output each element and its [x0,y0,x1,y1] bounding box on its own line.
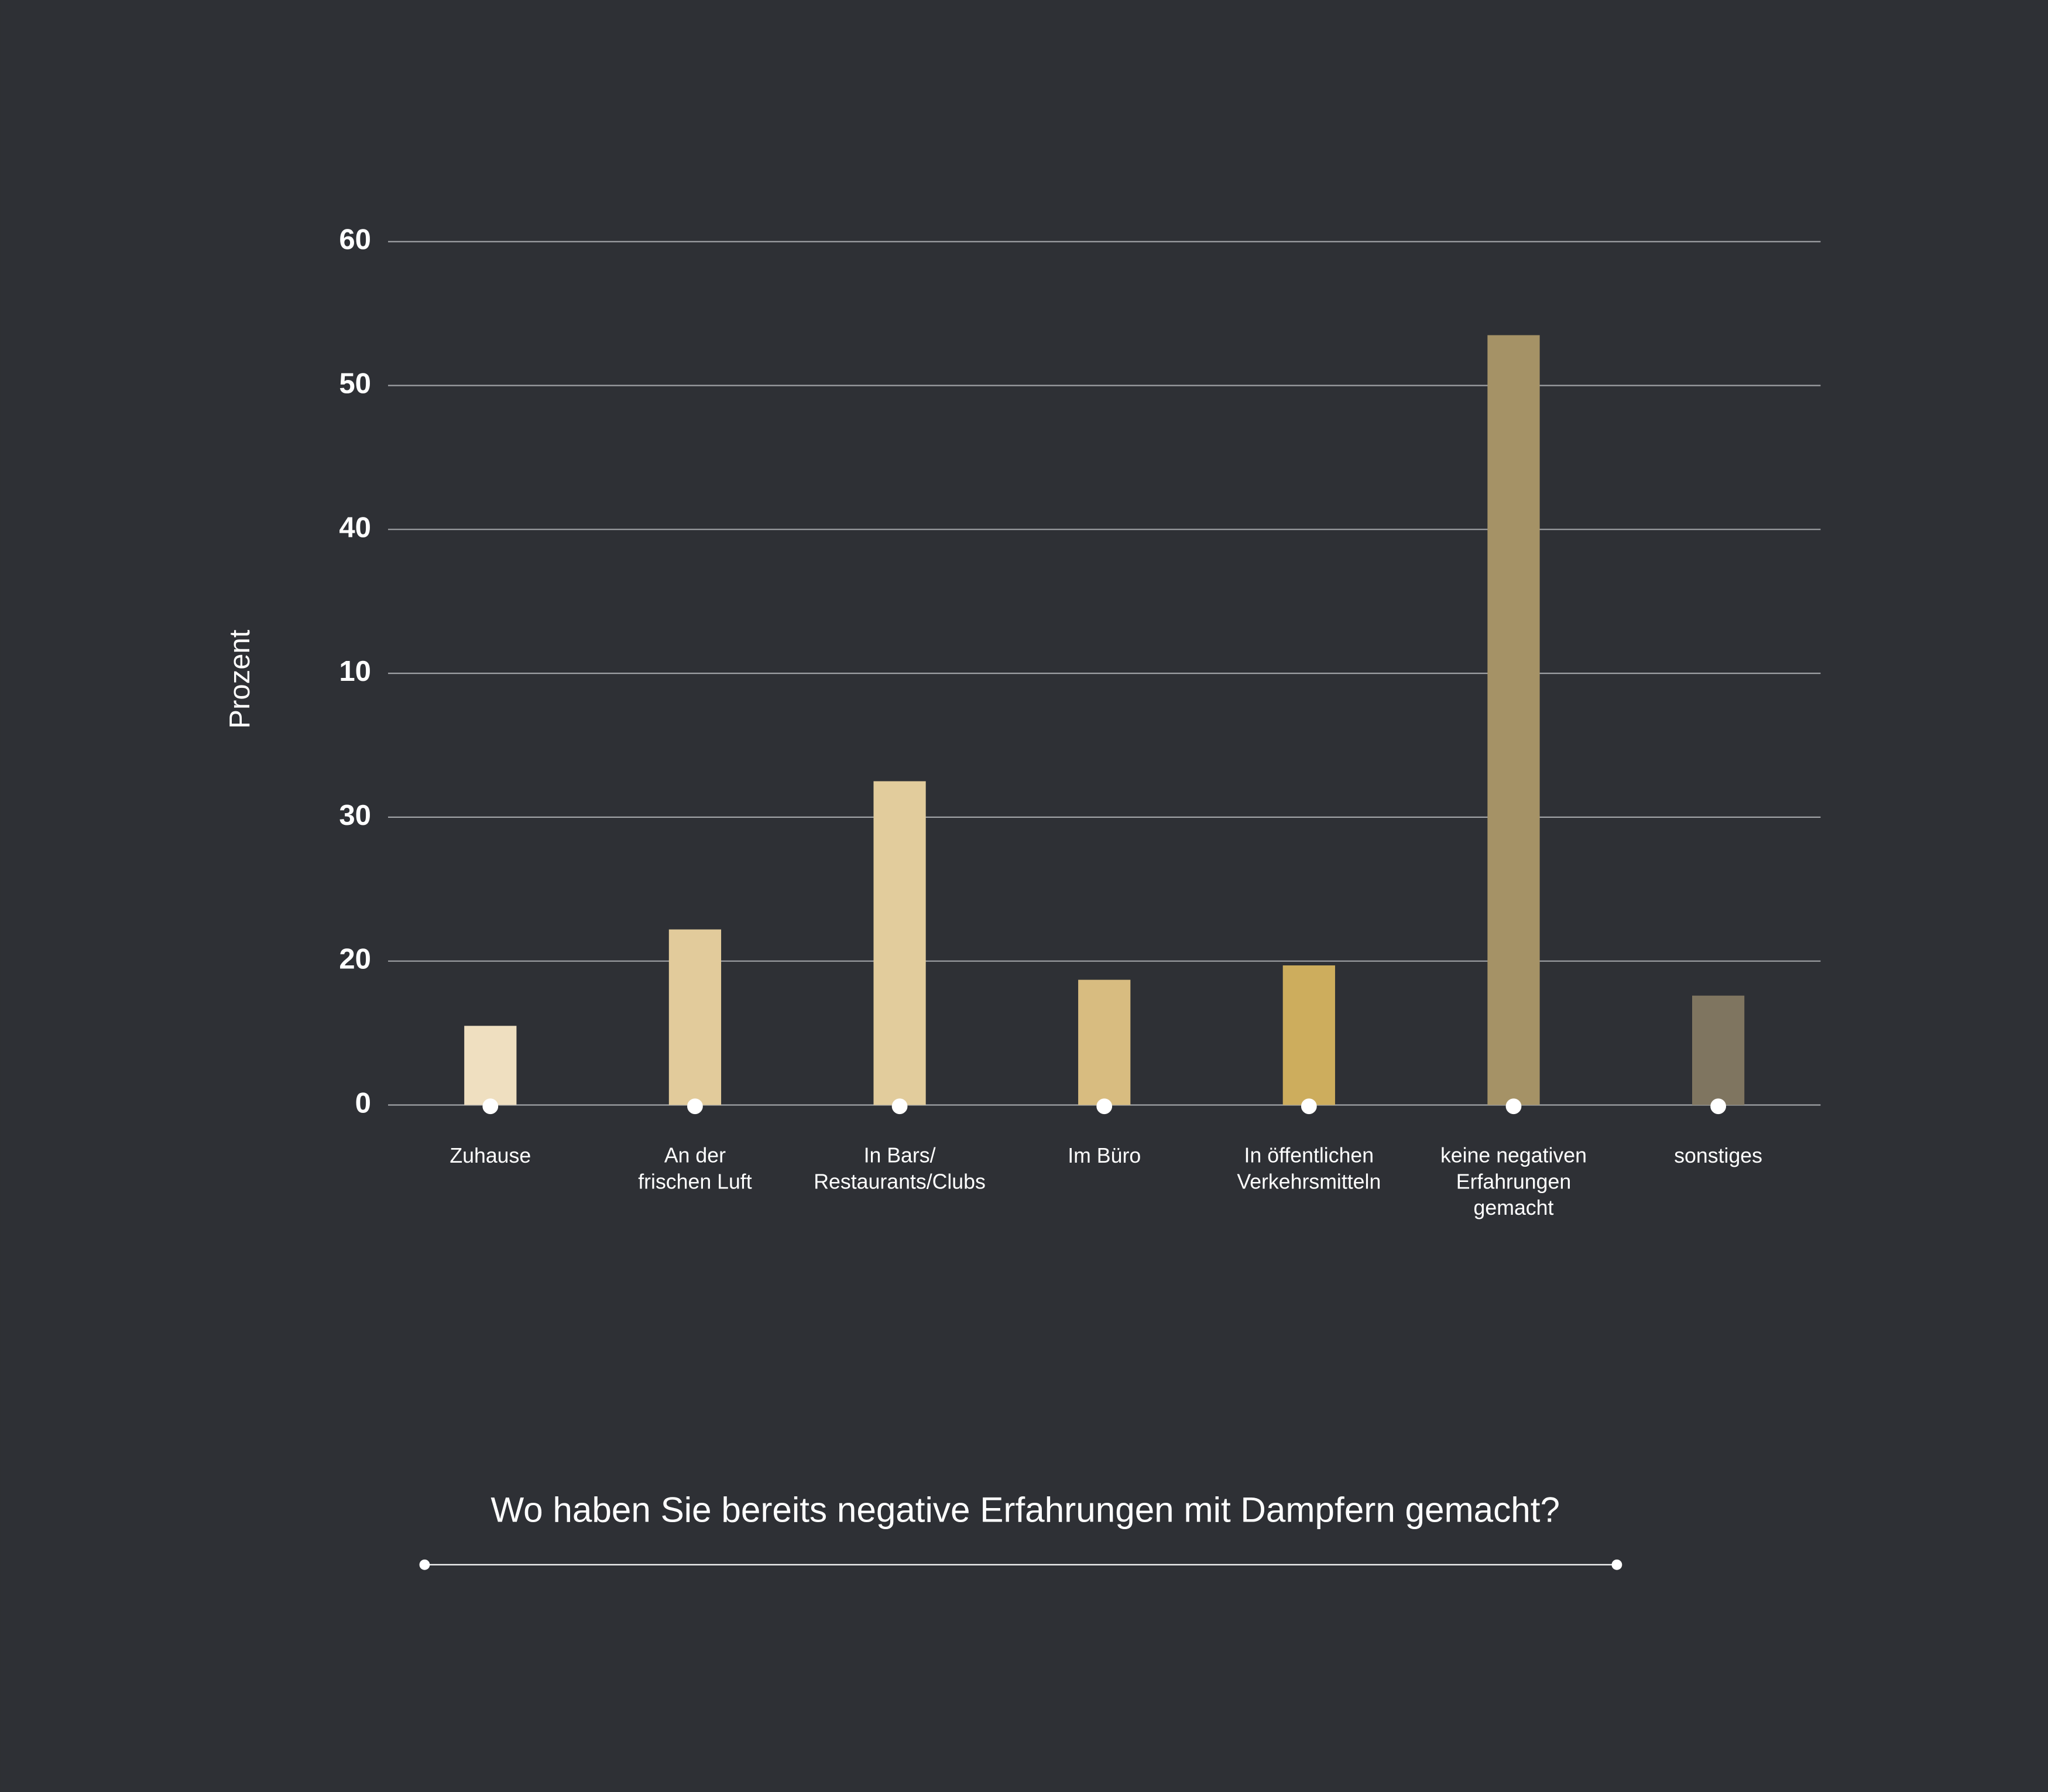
y-axis-label: Prozent [224,629,256,729]
x-tick-label: In Bars/Restaurants/Clubs [814,1144,986,1194]
x-tick-label: Zuhause [450,1144,531,1167]
y-tick-label: 0 [355,1087,371,1119]
baseline-dot [891,1098,908,1115]
y-tick-label: 40 [339,512,371,543]
x-tick-label: Im Büro [1068,1144,1141,1167]
x-tick-label: An der frischen Luft [638,1144,752,1194]
bar [668,929,722,1105]
chart-title: Wo haben Sie bereits negative Erfahrunge… [490,1489,1560,1529]
bar [1692,995,1745,1105]
baseline-dot [687,1098,703,1115]
rule-dot [419,1559,430,1570]
y-tick-label: 10 [339,656,371,687]
y-tick-label: 60 [339,224,371,256]
x-tick-label: In öffentlichen Verkehrsmitteln [1237,1144,1381,1194]
bar [464,1026,517,1105]
y-tick-label: 50 [339,368,371,400]
baseline-dot [1505,1098,1522,1115]
x-tick-label: keine negativen Erfahrungen gemacht [1440,1144,1587,1219]
y-tick-label: 30 [339,800,371,831]
x-tick-label: sonstiges [1674,1144,1762,1167]
rule-dot [1611,1559,1622,1570]
bar [1282,965,1335,1105]
bar [873,781,926,1105]
bar [1487,335,1540,1105]
baseline-dot [1710,1098,1727,1115]
bar [1078,979,1131,1105]
baseline-dot [482,1098,499,1115]
baseline-dot [1096,1098,1113,1115]
baseline-dot [1301,1098,1317,1115]
y-tick-label: 20 [339,944,371,975]
